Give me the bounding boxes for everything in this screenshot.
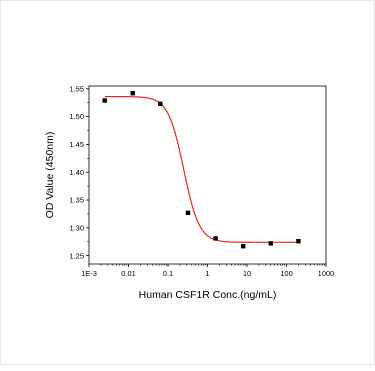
- axes: [86, 85, 327, 267]
- data-points: [102, 91, 301, 249]
- x-axis-title: Human CSF1R Conc.(ng/mL): [139, 289, 277, 301]
- y-tick-label: 1.35: [69, 196, 84, 205]
- y-tick-label: 1.55: [69, 84, 84, 93]
- data-point: [130, 91, 135, 96]
- y-axis-title: OD Value (450nm): [44, 132, 56, 219]
- data-point: [185, 210, 191, 216]
- y-tick-label: 1.30: [69, 223, 84, 232]
- x-tick-label: 100: [280, 269, 293, 278]
- y-tick-label: 1.40: [69, 168, 84, 177]
- fit-curve: [104, 95, 299, 243]
- data-point: [102, 98, 107, 103]
- x-tick-label: 1E-3: [81, 269, 97, 278]
- x-tick-label: 0.01: [121, 269, 136, 278]
- data-point: [268, 241, 273, 246]
- x-tick-label: 1000: [318, 269, 335, 278]
- fit-curve-layer: [104, 95, 299, 243]
- x-tick-label: 10: [243, 269, 251, 278]
- x-tick-label: 0.1: [163, 269, 173, 278]
- y-tick-label: 1.25: [69, 251, 84, 260]
- data-point: [213, 236, 218, 241]
- y-tick-label: 1.50: [69, 112, 84, 121]
- y-tick-label: 1.45: [69, 140, 84, 149]
- data-point: [240, 244, 246, 249]
- data-point: [158, 101, 163, 106]
- plot-frame: [88, 85, 327, 265]
- data-point: [296, 238, 301, 244]
- axis-labels: 1E-3 0.01 0.1 1 10 100 1000 1.25 1.30 1.35 1.40 1.4…: [44, 84, 334, 301]
- x-tick-label: 1: [205, 269, 209, 278]
